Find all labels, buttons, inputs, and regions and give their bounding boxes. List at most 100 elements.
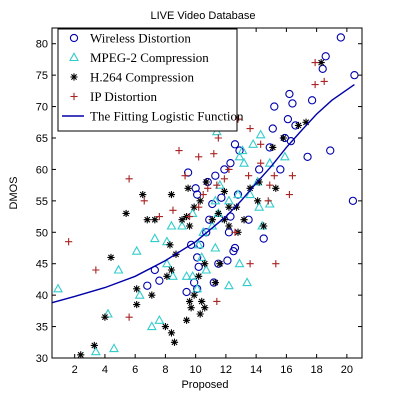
data-point xyxy=(149,233,160,243)
data-point xyxy=(193,253,202,262)
data-point xyxy=(220,187,228,196)
data-point xyxy=(311,58,319,67)
data-point xyxy=(186,212,194,221)
data-point xyxy=(237,145,248,155)
data-point xyxy=(272,260,280,268)
data-point xyxy=(210,150,218,158)
data-point xyxy=(326,146,335,155)
data-point xyxy=(246,124,254,133)
data-point xyxy=(167,329,176,337)
data-point xyxy=(294,121,303,130)
x-axis-title: Proposed xyxy=(181,379,228,391)
data-point xyxy=(133,300,141,309)
legend-box xyxy=(57,28,238,132)
data-point xyxy=(196,310,204,318)
data-point xyxy=(255,178,263,186)
data-point xyxy=(286,136,296,146)
data-point xyxy=(122,209,130,218)
data-point xyxy=(170,338,179,346)
data-point xyxy=(190,203,198,211)
data-point xyxy=(181,172,189,180)
data-point xyxy=(260,222,268,230)
data-point xyxy=(234,258,245,268)
data-point xyxy=(187,304,195,312)
data-point xyxy=(255,129,266,139)
y-tick-label: 30 xyxy=(36,353,48,365)
data-point xyxy=(125,313,133,321)
data-point xyxy=(168,270,178,280)
y-tick-label: 45 xyxy=(36,259,48,271)
plot-area xyxy=(51,33,359,359)
x-tick-label: 16 xyxy=(280,364,292,376)
data-point xyxy=(240,216,248,224)
data-point xyxy=(194,262,203,272)
data-point xyxy=(134,289,145,299)
data-point xyxy=(302,118,310,126)
data-point xyxy=(336,33,345,42)
data-point xyxy=(143,281,152,290)
data-point xyxy=(270,102,279,111)
data-point xyxy=(77,351,85,359)
data-point xyxy=(199,190,207,199)
data-point xyxy=(198,297,206,306)
x-tick-label: 2 xyxy=(72,364,78,376)
legend-marker-triangle xyxy=(69,52,79,62)
y-tick-label: 50 xyxy=(36,227,48,239)
data-point xyxy=(270,172,278,180)
legend-label: MPEG-2 Compression xyxy=(90,50,209,65)
data-point xyxy=(268,124,277,133)
data-point xyxy=(283,114,293,124)
data-point xyxy=(65,238,73,246)
data-point xyxy=(181,270,192,280)
data-point xyxy=(131,245,142,255)
data-point xyxy=(202,228,211,237)
y-axis-title: DMOS xyxy=(8,177,20,210)
data-point xyxy=(109,343,119,353)
data-point xyxy=(259,234,268,243)
data-point xyxy=(214,209,222,218)
x-tick-label: 4 xyxy=(102,364,108,376)
data-point xyxy=(92,266,100,274)
legend: Wireless Distortion MPEG-2 Compression H.2… xyxy=(57,28,244,132)
data-point xyxy=(107,253,115,262)
data-point xyxy=(235,146,244,155)
data-point xyxy=(195,153,203,161)
data-point xyxy=(151,216,159,224)
data-point xyxy=(175,146,183,155)
data-point xyxy=(213,181,221,189)
data-point xyxy=(192,283,203,293)
data-point xyxy=(191,184,200,193)
data-point xyxy=(202,178,210,186)
data-point xyxy=(101,313,109,321)
data-point xyxy=(216,260,224,268)
data-point xyxy=(220,175,228,183)
data-point xyxy=(186,222,194,230)
data-point xyxy=(146,321,157,331)
data-point xyxy=(242,277,253,287)
data-point xyxy=(320,77,328,86)
data-point xyxy=(204,184,212,192)
legend-label: The Fitting Logistic Function xyxy=(90,109,244,124)
data-point xyxy=(232,203,241,211)
legend-marker-star xyxy=(70,73,78,81)
data-point xyxy=(201,260,209,268)
data-point xyxy=(288,99,297,108)
data-point xyxy=(211,278,219,287)
x-tick-label: 8 xyxy=(162,364,168,376)
y-tick-label: 70 xyxy=(36,102,48,114)
series-0 xyxy=(143,33,359,297)
data-point xyxy=(307,96,317,105)
data-point xyxy=(167,266,176,274)
data-point xyxy=(163,272,171,280)
data-point xyxy=(244,172,253,180)
data-point xyxy=(182,287,191,297)
data-point xyxy=(201,264,212,274)
fitting-curve xyxy=(51,84,355,304)
data-point xyxy=(90,346,101,356)
data-point xyxy=(264,197,272,205)
y-tick-label: 65 xyxy=(36,133,48,145)
data-point xyxy=(177,220,187,230)
data-point xyxy=(223,256,232,265)
data-point xyxy=(231,228,239,236)
data-point xyxy=(225,165,233,174)
